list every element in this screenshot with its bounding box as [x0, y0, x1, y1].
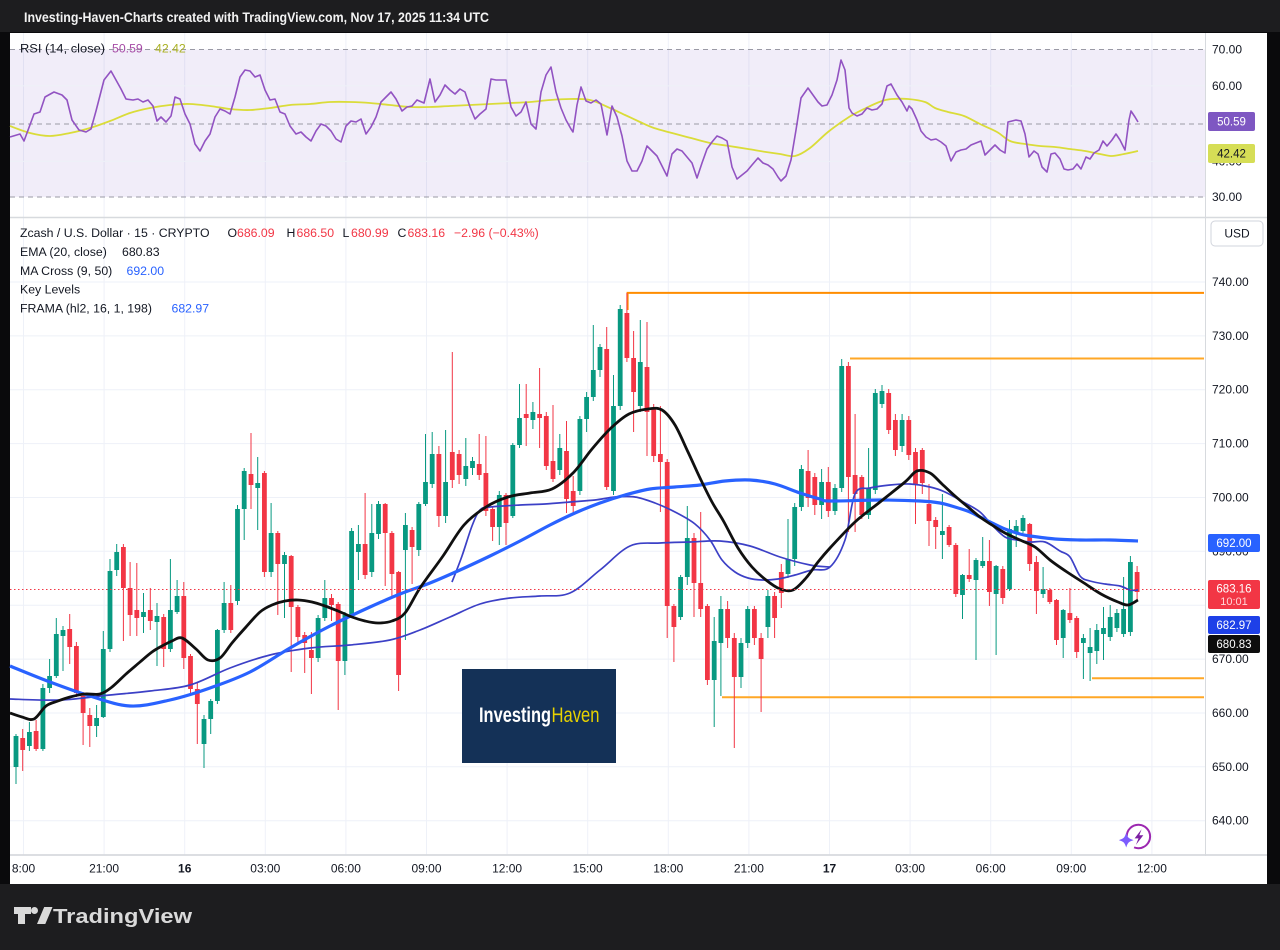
svg-text:700.00: 700.00 — [1212, 491, 1249, 505]
svg-text:C: C — [398, 226, 407, 240]
svg-text:740.00: 740.00 — [1212, 275, 1249, 289]
svg-text:30.00: 30.00 — [1212, 190, 1242, 204]
svg-text:10:01: 10:01 — [1220, 596, 1248, 608]
svg-text:670.00: 670.00 — [1212, 652, 1249, 666]
svg-text:42.42: 42.42 — [1217, 149, 1246, 161]
svg-text:09:00: 09:00 — [1056, 862, 1086, 876]
svg-text:720.00: 720.00 — [1212, 383, 1249, 397]
svg-text:TradingView: TradingView — [53, 906, 193, 928]
svg-text:682.97: 682.97 — [1216, 620, 1251, 632]
svg-text:692.00: 692.00 — [127, 264, 165, 278]
svg-text:16: 16 — [178, 862, 192, 876]
svg-text:O: O — [228, 226, 238, 240]
svg-text:686.09: 686.09 — [237, 226, 275, 240]
svg-text:683.16: 683.16 — [1216, 584, 1251, 596]
svg-text:03:00: 03:00 — [895, 862, 925, 876]
svg-text:06:00: 06:00 — [976, 862, 1006, 876]
svg-text:RSI (14, close): RSI (14, close) — [20, 42, 105, 56]
svg-text:12:00: 12:00 — [1137, 862, 1167, 876]
svg-text:EMA (20, close): EMA (20, close) — [20, 245, 107, 259]
svg-text:692.00: 692.00 — [1216, 538, 1251, 550]
svg-text:710.00: 710.00 — [1212, 437, 1249, 451]
svg-text:21:00: 21:00 — [89, 862, 119, 876]
svg-text:50.59: 50.59 — [112, 42, 143, 56]
svg-text:Investing: Investing — [479, 704, 551, 727]
svg-text:8:00: 8:00 — [12, 862, 36, 876]
svg-text:682.97: 682.97 — [172, 302, 210, 316]
svg-text:12:00: 12:00 — [492, 862, 522, 876]
svg-text:06:00: 06:00 — [331, 862, 361, 876]
svg-text:03:00: 03:00 — [250, 862, 280, 876]
svg-text:Key Levels: Key Levels — [20, 283, 80, 297]
svg-text:18:00: 18:00 — [653, 862, 683, 876]
svg-text:Zcash / U.S. Dollar · 15 · CRY: Zcash / U.S. Dollar · 15 · CRYPTO — [20, 226, 210, 240]
svg-text:15:00: 15:00 — [573, 862, 603, 876]
svg-text:Haven: Haven — [552, 704, 600, 727]
svg-text:09:00: 09:00 — [411, 862, 441, 876]
svg-text:70.00: 70.00 — [1212, 43, 1242, 57]
svg-text:21:00: 21:00 — [734, 862, 764, 876]
svg-text:650.00: 650.00 — [1212, 760, 1249, 774]
svg-text:50.59: 50.59 — [1217, 117, 1246, 129]
svg-text:17: 17 — [823, 862, 837, 876]
svg-text:640.00: 640.00 — [1212, 814, 1249, 828]
svg-text:730.00: 730.00 — [1212, 329, 1249, 343]
svg-text:680.83: 680.83 — [122, 245, 160, 259]
svg-text:L: L — [343, 226, 350, 240]
svg-text:680.83: 680.83 — [1216, 639, 1251, 651]
svg-text:USD: USD — [1224, 227, 1250, 241]
svg-text:FRAMA (hl2, 16, 1, 198): FRAMA (hl2, 16, 1, 198) — [20, 302, 152, 316]
svg-text:Investing-Haven-Charts created: Investing-Haven-Charts created with Trad… — [24, 9, 489, 25]
svg-text:60.00: 60.00 — [1212, 79, 1242, 93]
svg-text:680.99: 680.99 — [351, 226, 389, 240]
svg-text:686.50: 686.50 — [297, 226, 335, 240]
svg-text:−2.96 (−0.43%): −2.96 (−0.43%) — [454, 226, 539, 240]
svg-text:683.16: 683.16 — [408, 226, 446, 240]
svg-text:42.42: 42.42 — [155, 42, 186, 56]
svg-text:MA Cross (9, 50): MA Cross (9, 50) — [20, 264, 112, 278]
svg-text:660.00: 660.00 — [1212, 706, 1249, 720]
svg-text:H: H — [287, 226, 296, 240]
